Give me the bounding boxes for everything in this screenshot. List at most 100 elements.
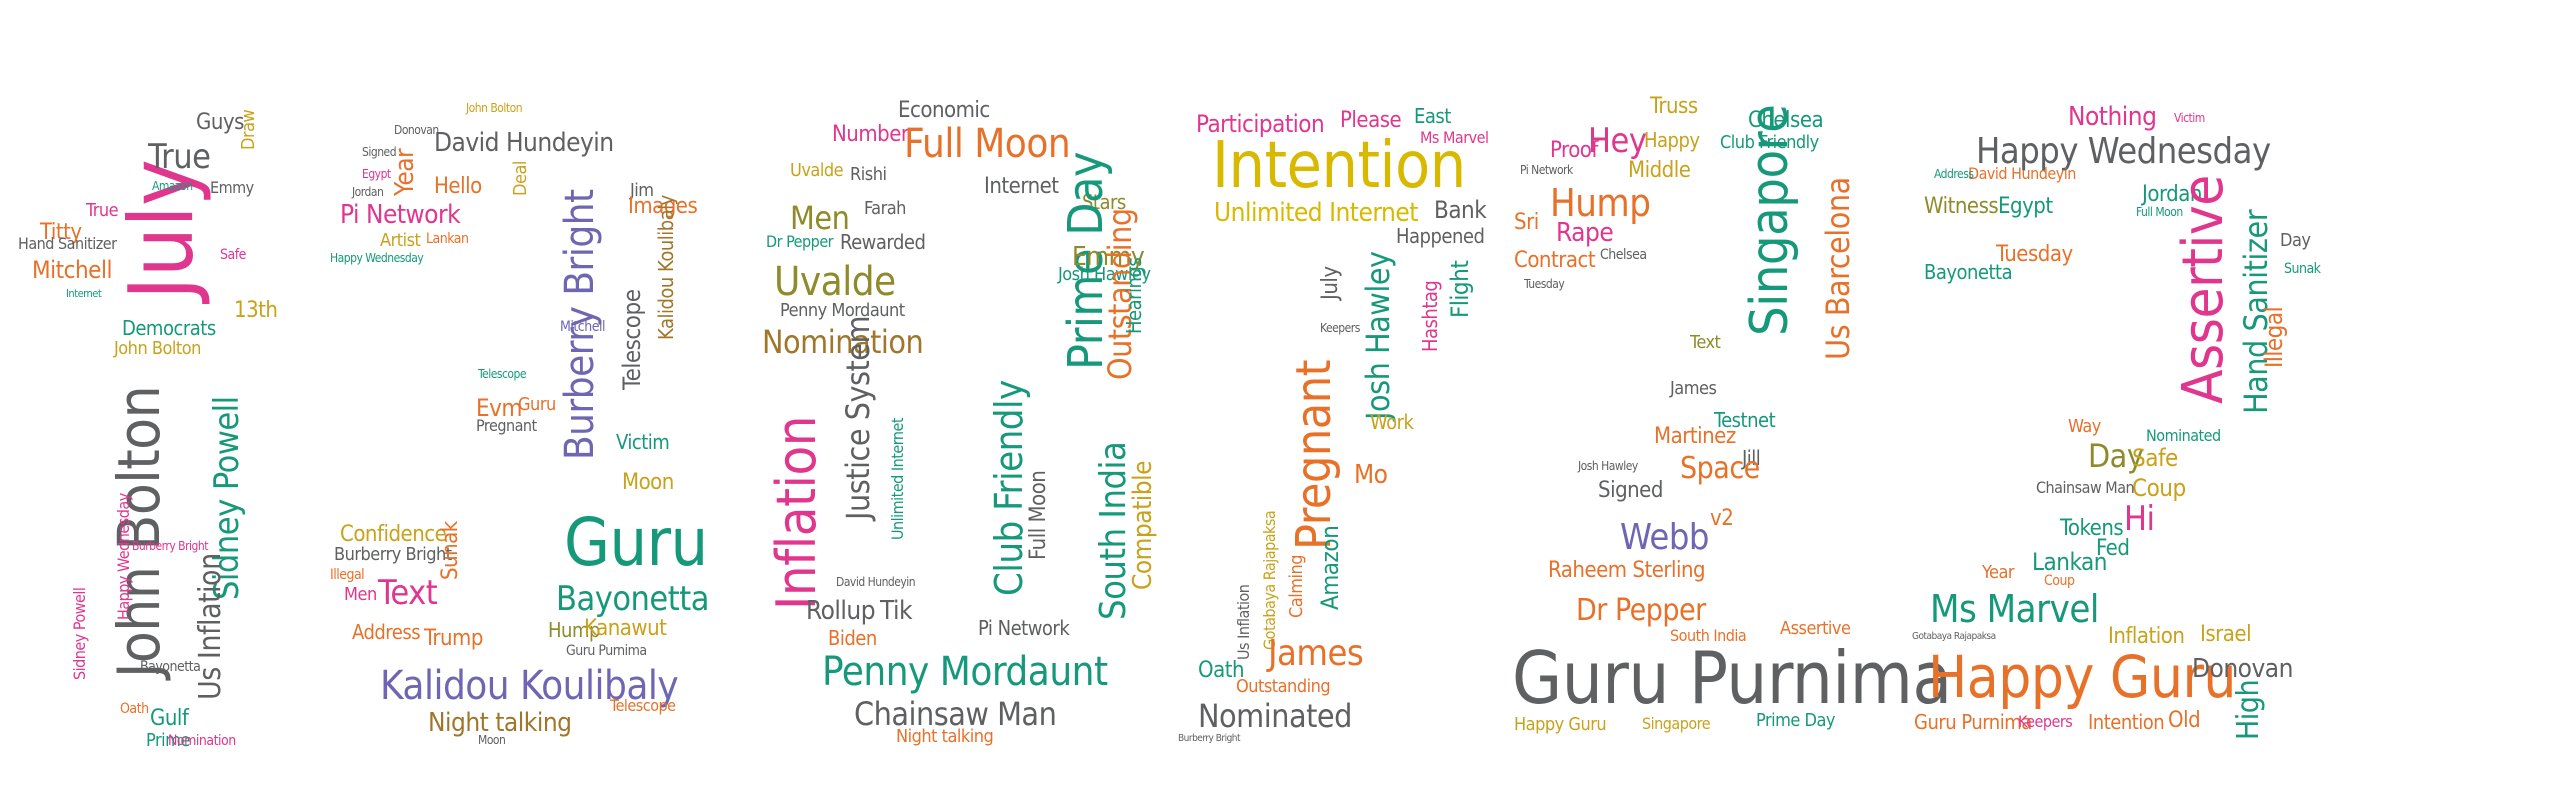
word-54: Burberry Bright xyxy=(334,544,452,565)
word-2: True xyxy=(148,137,211,177)
word-113: July xyxy=(1318,266,1343,300)
word-53: Confidence xyxy=(340,522,447,547)
word-49: Victim xyxy=(616,430,670,454)
word-131: Club Friendly xyxy=(1720,132,1819,153)
word-66: Night talking xyxy=(428,708,572,738)
word-165: Address xyxy=(1934,167,1974,181)
word-36: Jordan xyxy=(352,185,384,199)
word-27: Donovan xyxy=(394,123,439,137)
word-128: Hey xyxy=(1588,121,1647,161)
word-116: Work xyxy=(1370,410,1414,434)
word-104: East xyxy=(1414,104,1451,128)
word-158: Happy Guru xyxy=(1514,714,1607,735)
word-11: 13th xyxy=(234,298,278,323)
word-91: Full Moon xyxy=(1026,470,1051,560)
word-122: Us Inflation xyxy=(1234,584,1253,660)
word-199: Gotabaya Rajapaksa xyxy=(1912,631,1996,642)
word-101: David Hundeyin xyxy=(836,575,916,589)
word-135: Singapore xyxy=(1740,104,1800,336)
word-126: Burberry Bright xyxy=(1178,733,1241,744)
word-13: Democrats xyxy=(122,316,216,340)
word-112: Josh Hawley xyxy=(1359,251,1397,420)
word-123: Oath xyxy=(1198,658,1245,683)
word-98: Penny Mordaunt xyxy=(822,649,1108,695)
word-45: Telescope xyxy=(478,367,527,381)
word-19: Burberry Bright xyxy=(132,539,208,553)
word-120: Gotabaya Rajapaksa xyxy=(1260,510,1279,650)
word-180: Coup xyxy=(2132,474,2186,502)
word-46: Evm xyxy=(476,394,522,422)
word-153: Raheem Sterling xyxy=(1548,558,1706,583)
word-32: Hello xyxy=(434,174,482,199)
word-33: Deal xyxy=(510,161,531,196)
word-17: Us Inflation xyxy=(193,553,228,700)
word-83: Penny Mordaunt xyxy=(780,300,905,321)
word-176: Sunak xyxy=(2284,261,2321,277)
word-28: David Hundeyin xyxy=(434,128,614,158)
word-149: Josh Hawley xyxy=(1578,459,1638,473)
word-14: John Bolton xyxy=(114,338,201,359)
word-34: Jim xyxy=(630,180,654,201)
word-73: Internet xyxy=(984,174,1059,199)
word-192: Happy Guru xyxy=(1928,643,2236,711)
word-189: Ms Marvel xyxy=(1930,587,2099,631)
word-159: Singapore xyxy=(1642,714,1711,733)
word-145: Testnet xyxy=(1714,408,1776,432)
word-97: Pi Network xyxy=(978,616,1070,640)
word-70: Full Moon xyxy=(904,121,1071,167)
word-111: Hashtag xyxy=(1418,280,1442,352)
word-154: Dr Pepper xyxy=(1576,593,1706,628)
word-67: Moon xyxy=(478,733,506,747)
word-42: Mitchell xyxy=(560,319,605,335)
word-92: South India xyxy=(1093,441,1134,620)
word-169: Full Moon xyxy=(2136,205,2183,219)
word-148: Space xyxy=(1680,451,1760,486)
word-76: Farah xyxy=(864,198,906,219)
word-194: Guru Purnima xyxy=(1914,710,2032,734)
word-75: Men xyxy=(790,199,850,237)
word-108: Bank xyxy=(1434,196,1487,224)
word-141: Tuesday xyxy=(1524,277,1565,291)
word-190: Inflation xyxy=(2108,624,2185,649)
word-160: Prime Day xyxy=(1756,710,1835,731)
word-102: Participation xyxy=(1196,110,1325,138)
word-191: Israel xyxy=(2200,622,2252,647)
word-23: Prime xyxy=(146,730,190,751)
word-24: Nomination xyxy=(168,733,236,749)
word-12: Safe xyxy=(220,247,246,263)
word-43: Telescope xyxy=(618,289,646,390)
word-144: James xyxy=(1670,378,1717,399)
word-57: Men xyxy=(344,584,377,605)
word-178: Way xyxy=(2068,416,2101,437)
word-121: James xyxy=(1268,633,1364,674)
word-96: Biden xyxy=(828,626,877,650)
word-134: Pi Network xyxy=(1520,163,1573,177)
word-95: Tik xyxy=(880,596,913,626)
word-80: Josh Hawley xyxy=(1058,264,1151,285)
word-9: Mitchell xyxy=(32,256,112,284)
word-195: Keepers xyxy=(2018,712,2073,731)
word-188: Year xyxy=(1982,562,2015,583)
word-143: Text xyxy=(1690,332,1721,353)
word-198: High xyxy=(2231,679,2266,740)
word-69: Number xyxy=(832,122,909,147)
word-107: Unlimited Internet xyxy=(1214,198,1418,228)
word-171: Day xyxy=(2280,230,2311,251)
word-150: Signed xyxy=(1598,478,1663,503)
word-117: Mo xyxy=(1354,460,1388,490)
word-1: Guys xyxy=(196,110,244,135)
word-85: Hearings xyxy=(1122,257,1146,334)
word-64: Kalidou Koulibaly xyxy=(380,663,679,709)
word-52: Bayonetta xyxy=(556,579,709,619)
word-114: Keepers xyxy=(1320,321,1360,335)
word-170: Tuesday xyxy=(1996,242,2073,267)
word-6: Titty xyxy=(40,220,82,245)
word-90: Club Friendly xyxy=(987,380,1031,596)
word-181: Nominated xyxy=(2146,426,2221,445)
word-130: Chelsea xyxy=(1748,108,1824,133)
word-51: Guru xyxy=(564,504,708,581)
word-40: Happy Wednesday xyxy=(330,251,424,265)
word-187: Coup xyxy=(2044,573,2075,589)
word-142: Chelsea xyxy=(1600,247,1647,263)
